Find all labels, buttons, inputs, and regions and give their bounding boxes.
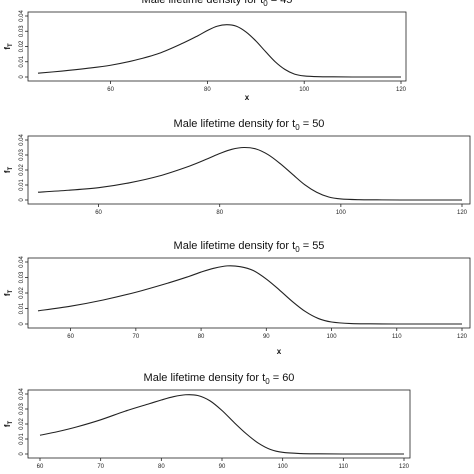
x-tick-label: 100 bbox=[278, 464, 289, 470]
plot-frame bbox=[27, 135, 471, 205]
chart-panel-2: Male lifetime density for t0 = 5000.010.… bbox=[3, 118, 471, 216]
y-tick-label: 0 bbox=[19, 452, 25, 456]
y-tick-label: 0.02 bbox=[19, 40, 25, 52]
y-tick-label: 0.02 bbox=[19, 418, 25, 430]
chart-title-main: Male lifetime density for t bbox=[174, 240, 296, 252]
x-tick-label: 90 bbox=[263, 334, 270, 340]
y-tick-label: 0.01 bbox=[19, 433, 25, 445]
x-tick-label: 60 bbox=[107, 87, 114, 93]
x-tick-label: 100 bbox=[299, 87, 310, 93]
x-tick-label: 80 bbox=[216, 210, 223, 216]
y-axis-label: fT bbox=[3, 43, 14, 50]
density-curve bbox=[37, 24, 401, 78]
plot-frame bbox=[27, 11, 407, 82]
x-tick-label: 100 bbox=[336, 210, 347, 216]
x-tick-label: 100 bbox=[327, 334, 338, 340]
x-axis-label: x bbox=[277, 347, 282, 356]
chart-title-suffix: = 60 bbox=[270, 372, 295, 384]
x-tick-label: 80 bbox=[198, 334, 205, 340]
chart-panel-1: Male lifetime density for t0 = 4500.010.… bbox=[3, 0, 407, 102]
x-tick-label: 110 bbox=[339, 464, 349, 470]
y-axis-label-subscript: T bbox=[8, 167, 14, 171]
y-tick-label: 0 bbox=[19, 322, 25, 326]
y-axis-label-subscript: T bbox=[8, 421, 14, 425]
x-tick-label: 120 bbox=[457, 210, 468, 216]
density-curve bbox=[39, 394, 404, 455]
y-tick-label: 0.04 bbox=[19, 388, 25, 400]
y-tick-label: 0 bbox=[19, 198, 25, 202]
y-tick-label: 0.03 bbox=[19, 271, 25, 283]
x-tick-label: 70 bbox=[97, 464, 104, 470]
y-tick-label: 0.02 bbox=[19, 164, 25, 176]
y-tick-label: 0.01 bbox=[19, 302, 25, 314]
y-tick-label: 0.01 bbox=[19, 55, 25, 67]
y-axis-label-subscript: T bbox=[8, 290, 14, 294]
x-tick-label: 120 bbox=[399, 464, 410, 470]
y-tick-label: 0.04 bbox=[19, 134, 25, 146]
y-axis-label-main: f bbox=[3, 170, 12, 173]
y-tick-label: 0.03 bbox=[19, 403, 25, 415]
y-tick-label: 0.03 bbox=[19, 25, 25, 37]
chart-title-suffix: = 50 bbox=[300, 118, 325, 130]
y-axis-label-main: f bbox=[3, 47, 12, 50]
x-tick-label: 60 bbox=[67, 334, 74, 340]
chart-title-subscript: 0 bbox=[263, 0, 268, 8]
y-tick-label: 0.03 bbox=[19, 149, 25, 161]
y-tick-label: 0 bbox=[19, 75, 25, 79]
chart-title-subscript: 0 bbox=[295, 123, 300, 132]
chart-title: Male lifetime density for t0 = 55 bbox=[174, 240, 325, 254]
x-tick-label: 70 bbox=[133, 334, 140, 340]
y-axis-label-main: f bbox=[3, 293, 12, 296]
y-axis-label: fT bbox=[3, 421, 14, 428]
chart-title-main: Male lifetime density for t bbox=[144, 372, 266, 384]
chart-title: Male lifetime density for t0 = 50 bbox=[174, 118, 325, 132]
x-tick-label: 60 bbox=[37, 464, 44, 470]
chart-title: Male lifetime density for t0 = 45 bbox=[142, 0, 293, 8]
chart-panel-4: Male lifetime density for t0 = 6000.010.… bbox=[3, 372, 411, 470]
y-axis-label: fT bbox=[3, 290, 14, 297]
y-axis-label-subscript: T bbox=[8, 43, 14, 47]
x-tick-label: 80 bbox=[204, 87, 211, 93]
y-tick-label: 0.04 bbox=[19, 256, 25, 268]
density-curve bbox=[37, 146, 462, 201]
chart-title-subscript: 0 bbox=[265, 377, 270, 386]
chart-title-main: Male lifetime density for t bbox=[142, 0, 264, 6]
chart-title-subscript: 0 bbox=[295, 245, 300, 254]
y-axis-label-main: f bbox=[3, 424, 12, 427]
chart-title-suffix: = 45 bbox=[268, 0, 293, 6]
chart-panel-3: Male lifetime density for t0 = 5500.010.… bbox=[3, 240, 471, 356]
x-tick-label: 80 bbox=[158, 464, 165, 470]
y-axis-label: fT bbox=[3, 167, 14, 174]
y-tick-label: 0.04 bbox=[19, 10, 25, 22]
x-axis-label: x bbox=[245, 93, 250, 102]
chart-title-main: Male lifetime density for t bbox=[174, 118, 296, 130]
y-tick-label: 0.01 bbox=[19, 179, 25, 191]
y-tick-label: 0.02 bbox=[19, 287, 25, 299]
x-tick-label: 60 bbox=[95, 210, 102, 216]
chart-title: Male lifetime density for t0 = 60 bbox=[144, 372, 295, 386]
x-tick-label: 120 bbox=[396, 87, 407, 93]
x-tick-label: 110 bbox=[392, 334, 402, 340]
chart-title-suffix: = 55 bbox=[300, 240, 325, 252]
density-curve bbox=[37, 265, 462, 325]
x-tick-label: 120 bbox=[457, 334, 468, 340]
x-tick-label: 90 bbox=[219, 464, 226, 470]
